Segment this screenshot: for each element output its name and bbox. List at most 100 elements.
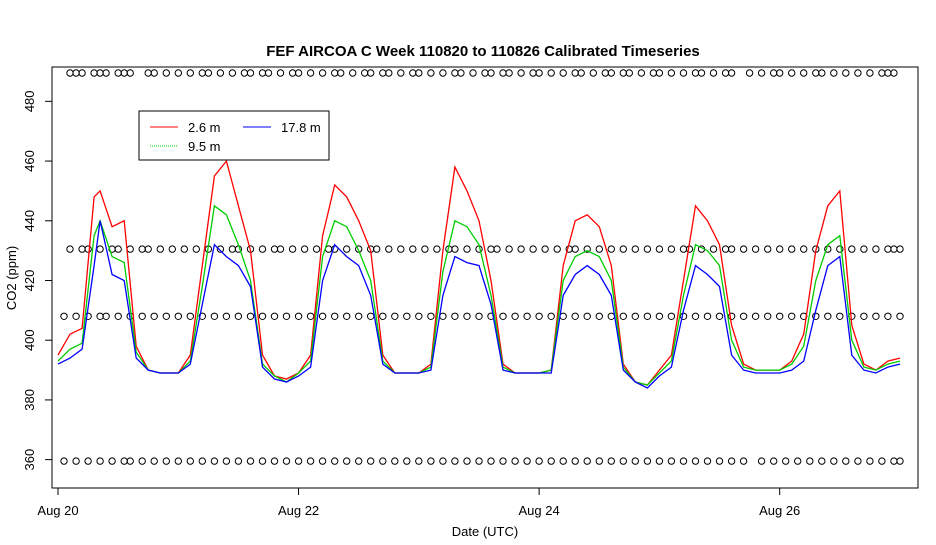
calibration-point [180, 245, 189, 253]
calibration-point [866, 69, 874, 77]
calibration-point [96, 457, 104, 465]
calibration-point [818, 69, 826, 77]
calibration-point [703, 312, 712, 320]
calibration-point [138, 457, 146, 465]
calibration-point [788, 312, 796, 320]
calibration-point [499, 457, 507, 465]
calibration-point [655, 457, 664, 465]
calibration-point [264, 69, 273, 77]
calibration-point [355, 457, 363, 465]
calibration-point [415, 69, 423, 77]
calibration-point [427, 457, 435, 465]
calibration-point [619, 245, 627, 253]
calibration-point [727, 69, 736, 77]
calibration-point [192, 245, 201, 253]
calibration-point [854, 457, 862, 465]
calibration-point [794, 457, 802, 465]
calibration-point [571, 245, 579, 253]
calibration-point [505, 69, 513, 77]
calibration-point [421, 245, 429, 253]
calibration-point [529, 245, 537, 253]
calibration-point [337, 69, 345, 77]
legend-label-9-5m: 9.5 m [188, 139, 221, 154]
calibration-point [643, 312, 652, 320]
calibration-point [270, 312, 279, 320]
calibration-point [860, 312, 868, 320]
calibration-point [493, 245, 501, 253]
calibration-point [379, 457, 387, 465]
calibration-point [571, 457, 579, 465]
legend-box [138, 110, 330, 161]
calibration-point [282, 312, 291, 320]
y-tick-label: 480 [22, 90, 37, 112]
calibration-point [595, 457, 603, 465]
calibration-point [198, 312, 207, 320]
calibration-point [150, 457, 158, 465]
calibration-point [739, 312, 748, 320]
calibration-point [547, 457, 555, 465]
y-tick-label: 360 [22, 449, 37, 471]
calibration-point [439, 69, 447, 77]
series-line-17-8-m [57, 220, 901, 389]
calibration-point [751, 245, 760, 253]
calibration-point [162, 457, 171, 465]
calibration-point [619, 457, 627, 465]
calibration-point [469, 69, 477, 77]
calibration-point [535, 312, 543, 320]
calibration-point [836, 245, 844, 253]
calibration-point [589, 69, 597, 77]
calibration-point [776, 245, 784, 253]
calibration-point [343, 457, 351, 465]
calibration-point [505, 245, 513, 253]
calibration-point [770, 457, 778, 465]
series-layer [57, 159, 901, 389]
calibration-point [403, 312, 411, 320]
calibration-point [806, 457, 814, 465]
calibration-point [451, 312, 459, 320]
calibration-point [872, 312, 880, 320]
calibration-point [457, 69, 465, 77]
calibration-point [547, 312, 555, 320]
calibration-point [318, 69, 327, 77]
legend-label-17-8m: 17.8 m [281, 120, 321, 135]
calibration-point [186, 457, 195, 465]
calibration-point [842, 457, 850, 465]
calibration-point [72, 457, 80, 465]
calibration-point [258, 312, 267, 320]
calibration-point [234, 312, 243, 320]
calibration-point [511, 312, 519, 320]
calibration-point [463, 312, 471, 320]
x-tick-label: Aug 20 [37, 503, 78, 518]
calibration-point [655, 312, 664, 320]
calibration-point [168, 245, 177, 253]
calibration-point [427, 69, 435, 77]
calibration-point [818, 457, 826, 465]
x-axis: Aug 20 Aug 22 Aug 24 Aug 26 [37, 487, 800, 518]
calibration-point [306, 69, 315, 77]
calibration-point [174, 69, 183, 77]
y-tick-label: 400 [22, 329, 37, 351]
calibration-point [637, 69, 646, 77]
calibration-point [102, 69, 110, 77]
calibration-point [409, 245, 417, 253]
calibration-point [655, 69, 664, 77]
calibration-point [631, 457, 639, 465]
calibration-point [367, 69, 375, 77]
calibration-point [757, 69, 766, 77]
calibration-point [258, 457, 267, 465]
calibration-point [475, 457, 483, 465]
calibration-point [427, 312, 435, 320]
calibration-point [108, 457, 116, 465]
calibration-point [824, 312, 832, 320]
calibration-point [186, 312, 195, 320]
calibration-point [547, 69, 555, 77]
calibration-point [691, 457, 700, 465]
calibration-point [367, 457, 375, 465]
calibration-point [234, 457, 243, 465]
calibration-point [391, 312, 399, 320]
calibration-point [222, 312, 231, 320]
calibration-point [559, 457, 567, 465]
calibration-point [216, 69, 225, 77]
calibration-point [535, 457, 543, 465]
calibration-point [757, 457, 766, 465]
